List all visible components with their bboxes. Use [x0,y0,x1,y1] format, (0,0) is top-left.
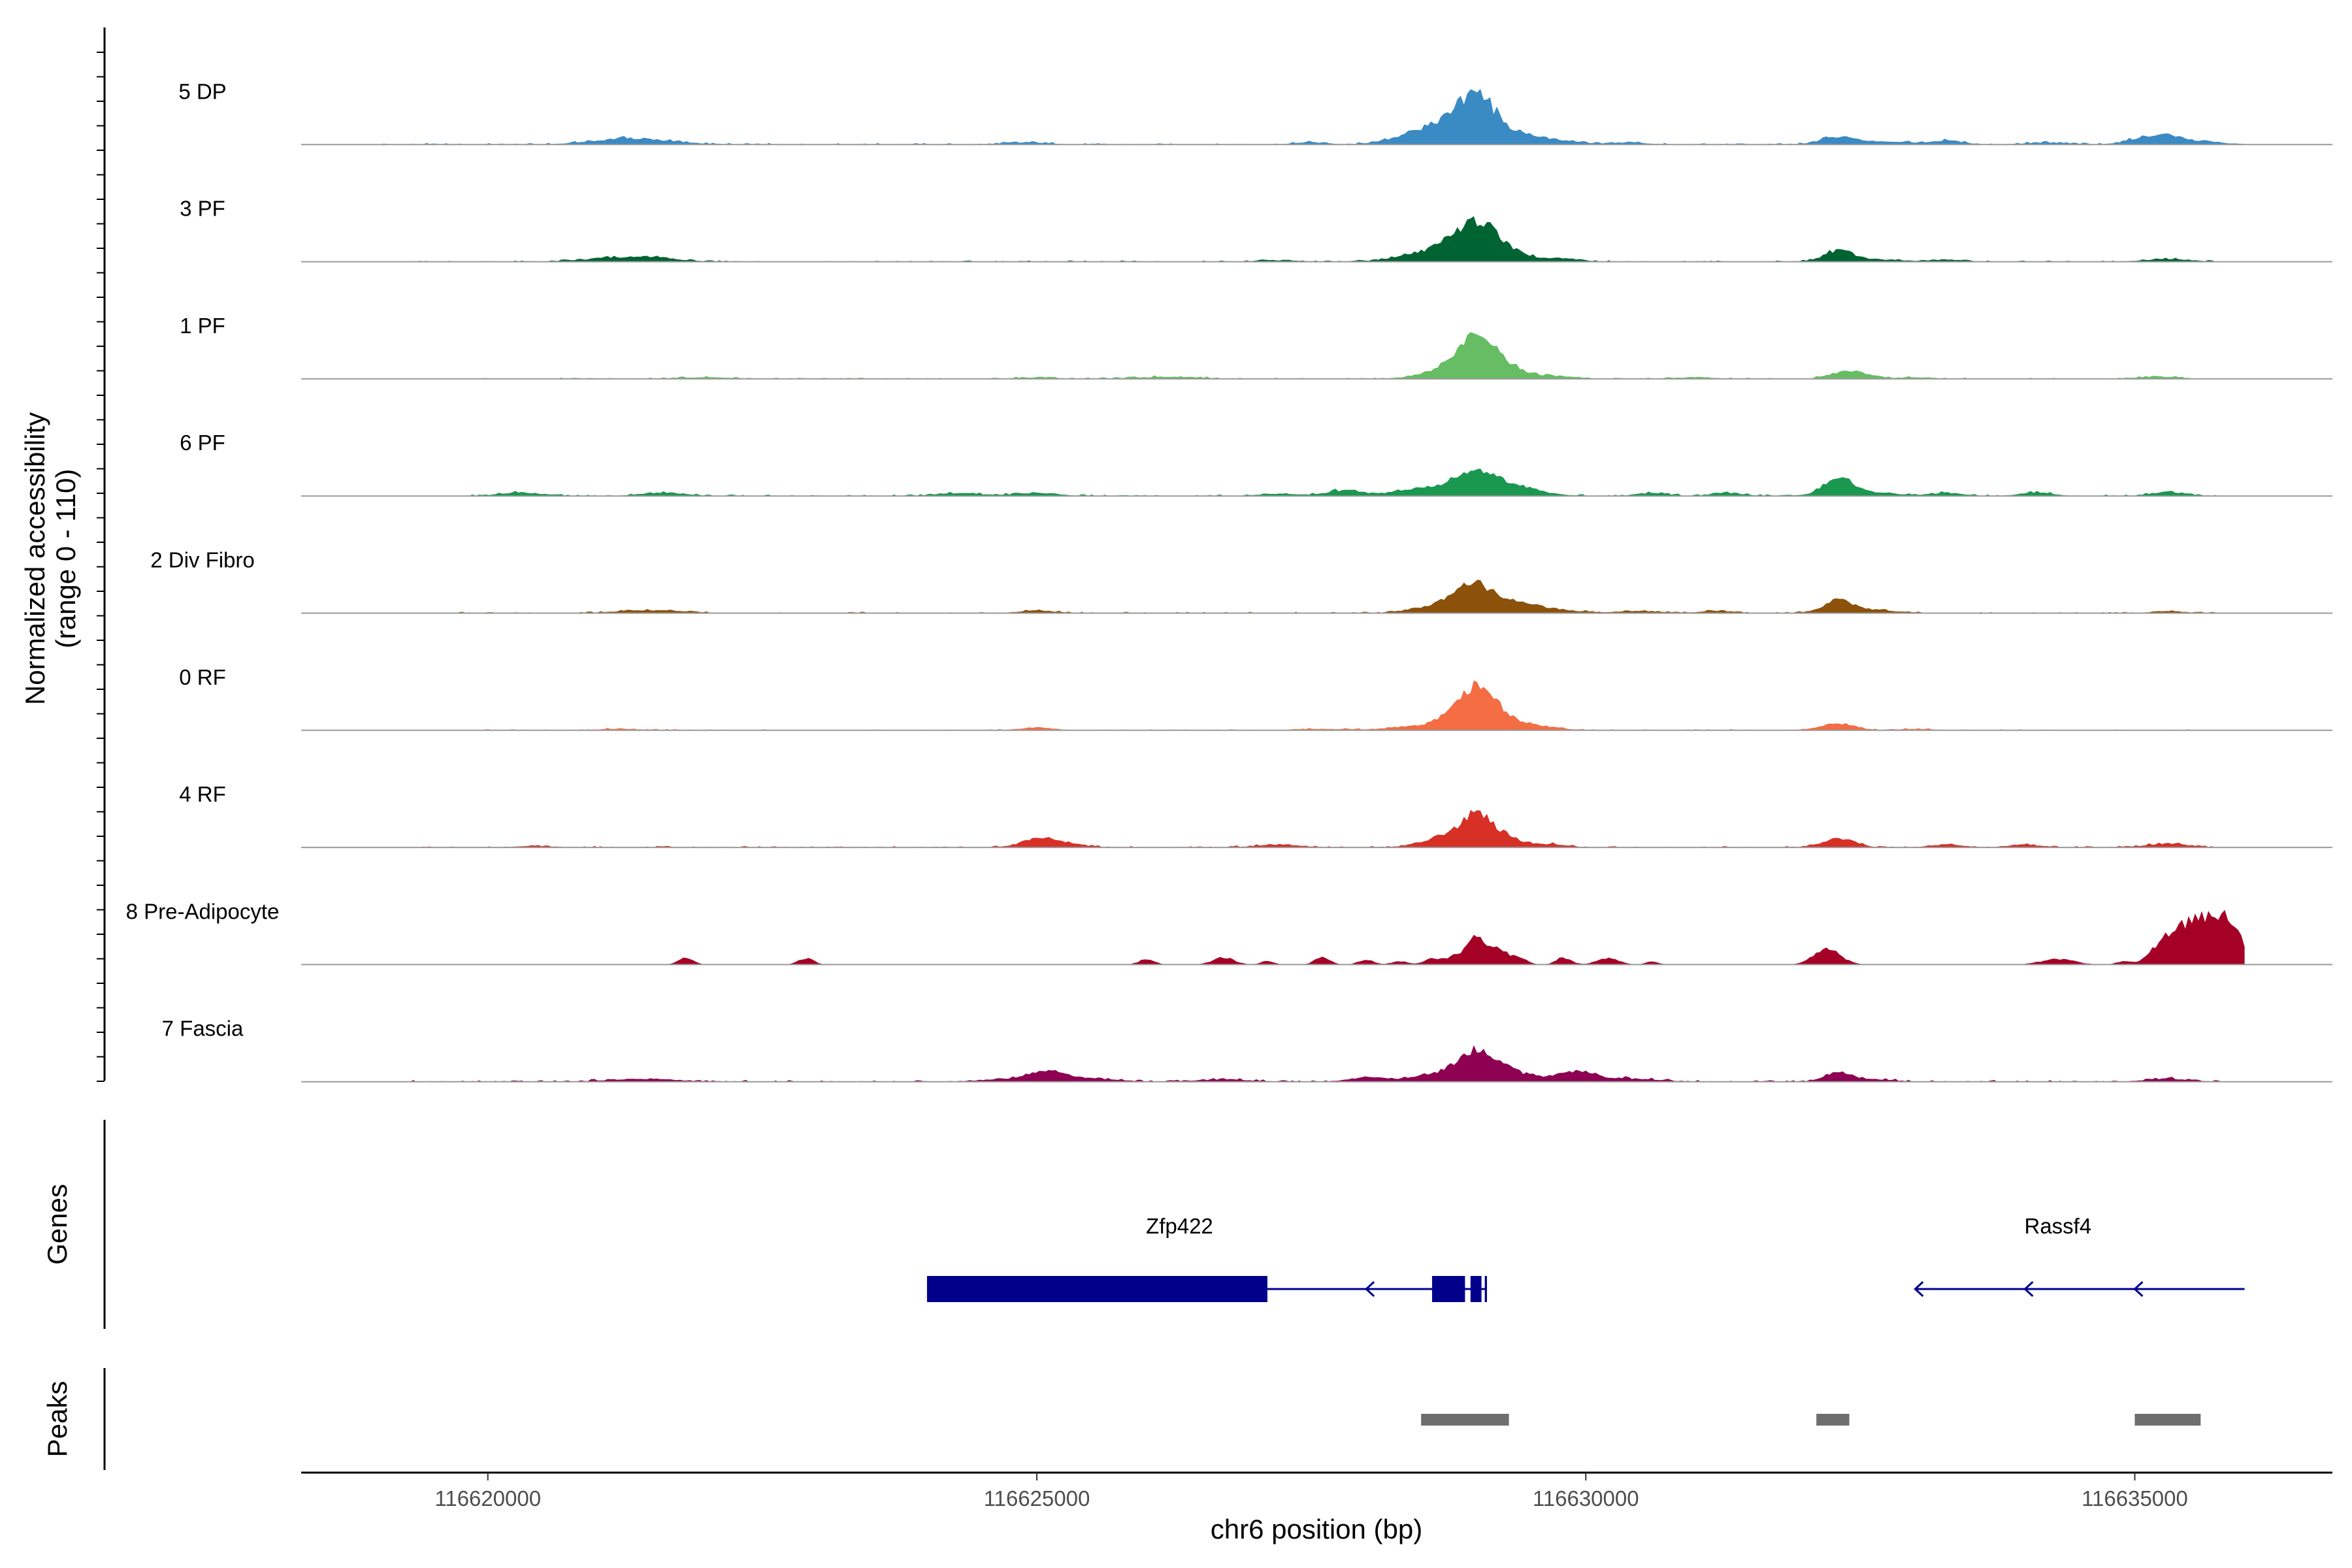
track-label-8-pre-adipocyte: 8 Pre-Adipocyte [126,899,280,923]
x-tick-label: 116635000 [2082,1486,2188,1511]
x-axis-title: chr6 position (bp) [1211,1514,1423,1544]
track-label-2-div-fibro: 2 Div Fibro [150,548,255,572]
coverage-area-3-pf [367,216,2245,262]
x-tick-label: 116620000 [434,1486,541,1511]
strand-arrow-rassf4-1 [2023,1281,2034,1298]
strand-arrow-rassf4-0 [1914,1281,1924,1298]
exon-zfp422-0 [926,1276,1267,1302]
track-labels: 5 DP 3 PF 1 PF 6 PF 2 Div Fibro 0 RF 4 RF 8 Pre… [126,79,280,1040]
track-label-7-fascia: 7 Fascia [162,1017,244,1041]
coverage-area-5-dp [367,88,2245,145]
coverage-area-0-rf [367,680,2245,730]
coverage-area-1-pf [367,332,2245,379]
strand-arrow-zfp422-0 [1364,1281,1375,1298]
track-label-6-pf: 6 PF [180,431,225,455]
peak-1 [1816,1414,1850,1426]
strand-arrow-rassf4-2 [2133,1281,2144,1298]
peak-regions [1421,1414,2201,1426]
x-axis-ticks: 116620000 116625000 116630000 116635000 [434,1473,2188,1511]
coverage-axis-ticks [97,52,105,1082]
gene-label-rassf4: Rassf4 [2025,1214,2092,1238]
gene-label-zfp422: Zfp422 [1146,1214,1213,1238]
coverage-area-2-div-fibro [367,580,2245,613]
track-label-5-dp: 5 DP [178,79,226,103]
genes-track-title: Genes [42,1184,73,1265]
gene-annotations: Zfp422 Rassf4 [926,1214,2245,1302]
coverage-tracks [301,88,2332,1083]
track-label-1-pf: 1 PF [180,314,225,338]
coverage-area-6-pf [367,468,2245,497]
exon-zfp422-1 [1431,1276,1465,1302]
x-tick-label: 116625000 [984,1486,1090,1511]
track-label-0-rf: 0 RF [179,665,226,689]
y-axis-title-line2: (range 0 - 110) [50,469,81,649]
coverage-area-7-fascia [367,1045,2245,1082]
y-axis-title-line1: Normalized accessibility [20,412,50,705]
peak-2 [2134,1414,2201,1426]
peaks-track-title: Peaks [42,1381,73,1458]
track-label-4-rf: 4 RF [179,782,226,806]
coverage-area-8-pre-adipocyte [367,909,2245,965]
x-tick-label: 116630000 [1533,1486,1639,1511]
peak-0 [1421,1414,1509,1426]
exon-zfp422-3 [1484,1276,1487,1302]
exon-zfp422-2 [1470,1276,1482,1302]
coverage-area-4-rf [367,809,2245,848]
track-label-3-pf: 3 PF [180,197,225,221]
